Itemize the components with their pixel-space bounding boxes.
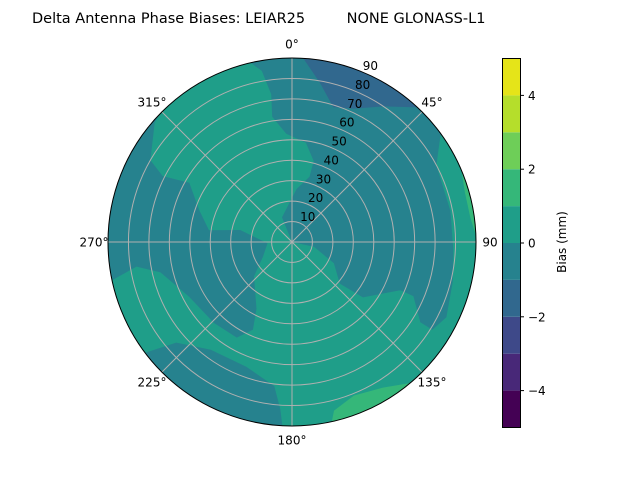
theta-tick-label: 0° (285, 38, 299, 52)
contour-region-1 (303, 58, 418, 109)
radial-tick-label: 60 (339, 116, 354, 130)
grid-spoke (291, 111, 423, 243)
grid-spoke (291, 241, 423, 373)
theta-tick-label: 225° (138, 376, 167, 390)
colorbar-band (502, 95, 521, 133)
theta-tick-label: 270° (80, 236, 109, 250)
colorbar-band (502, 169, 521, 207)
contour-region-2 (461, 170, 476, 236)
polar-frame (107, 57, 477, 427)
colorbar-band (502, 316, 521, 354)
colorbar-band (502, 390, 521, 428)
radial-tick-labels: 10 20 30 40 50 60 70 80 90 (300, 59, 378, 224)
colorbar-band (502, 353, 521, 391)
chart-title: Delta Antenna Phase Biases: LEIAR25 NONE… (32, 11, 485, 27)
radial-tick-label: 10 (300, 210, 315, 224)
grid-spoke (161, 111, 293, 243)
polar-axes: 0° 45° 90 135° 180° 225° 270° 315° 10 20 30 40 50 60… (80, 38, 498, 448)
colorbar-label: Bias (mm) (555, 211, 569, 273)
colorbar-band (502, 243, 521, 280)
colorbar-tick-label: 2 (528, 163, 536, 177)
colorbar-band (502, 279, 521, 317)
radial-tick-label: 50 (331, 135, 346, 149)
radial-tick-label: 30 (316, 172, 331, 186)
theta-tick-label: 180° (278, 434, 307, 448)
colorbar: −4 −2 0 2 4 Bias (mm) (502, 58, 569, 428)
theta-tick-labels: 0° 45° 90 135° 180° 225° 270° 315° (80, 38, 498, 448)
theta-tick-label: 315° (138, 96, 167, 110)
radial-tick-label: 40 (324, 153, 339, 167)
theta-tick-label: 135° (418, 376, 447, 390)
grid-spoke (161, 241, 293, 373)
colorbar-band (502, 132, 521, 170)
theta-tick-label: 45° (421, 96, 442, 110)
colorbar-band (502, 206, 521, 243)
colorbar-tick-label: 0 (528, 237, 536, 251)
polar-grid (108, 58, 476, 426)
radial-tick-label: 20 (308, 191, 323, 205)
radial-tick-label: 80 (355, 78, 370, 92)
radial-tick-label: 70 (347, 97, 362, 111)
colorbar-tick-label: −2 (528, 310, 546, 324)
colorbar-tick-label: −4 (528, 384, 546, 398)
colorbar-band (502, 58, 521, 96)
colorbar-tick-label: 4 (528, 89, 536, 103)
radial-tick-label: 90 (363, 59, 378, 73)
contour-region-3 (331, 383, 411, 422)
theta-tick-label: 90 (482, 236, 497, 250)
